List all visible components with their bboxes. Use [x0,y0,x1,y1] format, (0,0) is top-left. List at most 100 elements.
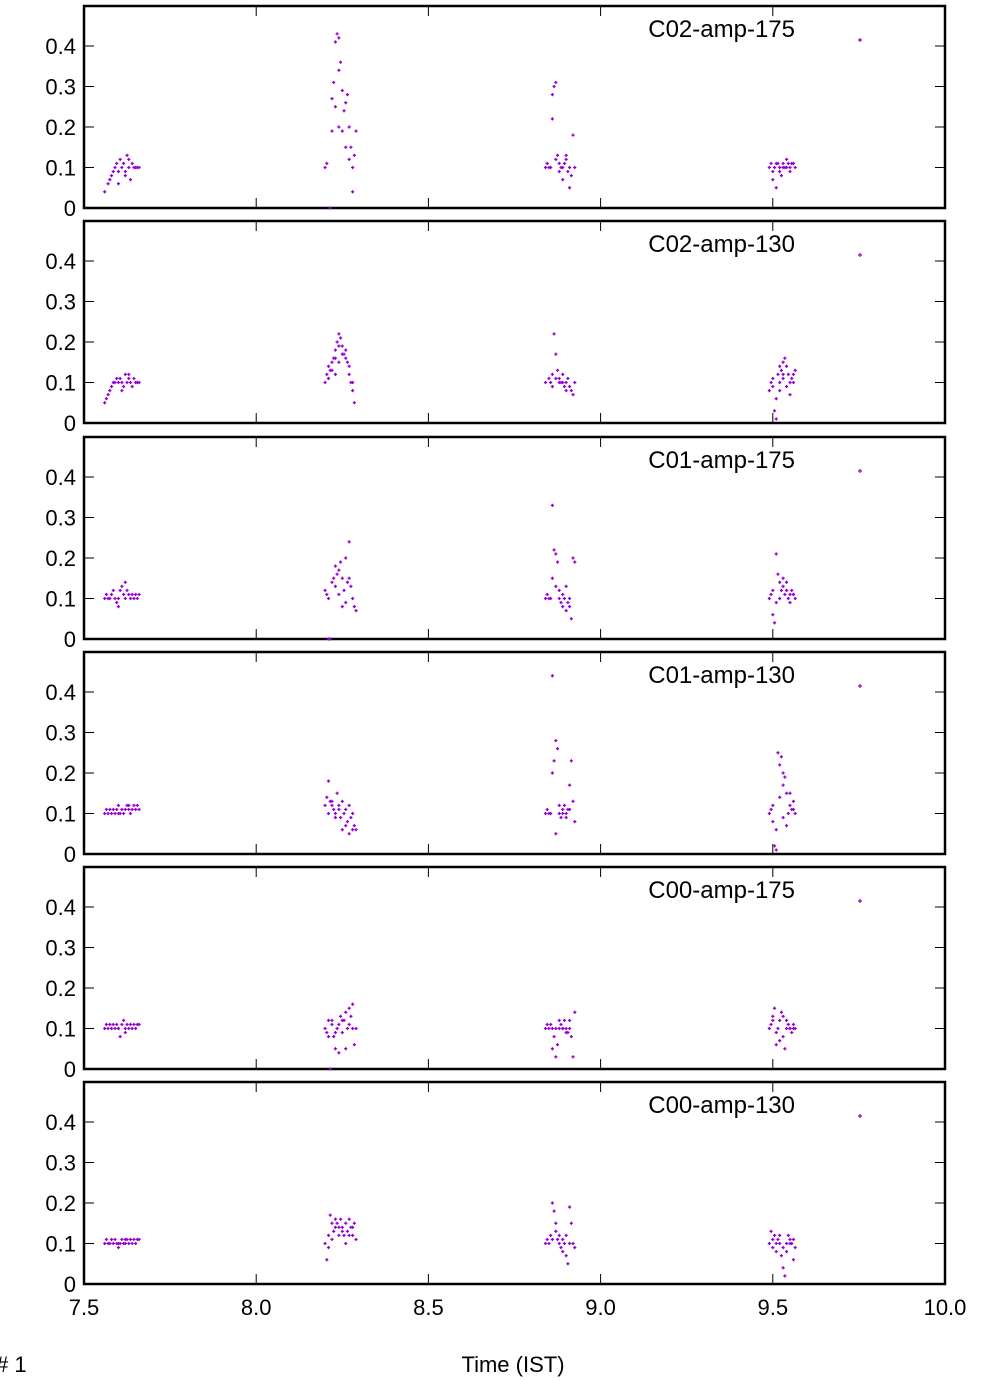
data-point [561,811,565,816]
data-point [137,592,141,597]
data-point [790,1030,794,1035]
data-point [108,596,112,601]
data-point [771,1245,775,1250]
data-point [337,1233,341,1237]
data-point [793,811,797,816]
data-point [347,125,351,129]
data-point [137,1022,141,1027]
data-point [345,1229,350,1233]
data-point [571,1055,575,1059]
data-point [771,588,775,592]
data-point [569,759,573,763]
data-point [116,605,121,609]
data-point [135,803,139,807]
data-point [103,190,107,194]
data-point [769,161,773,166]
data-point [566,376,570,381]
data-points [103,32,797,210]
data-point [549,380,553,385]
data-point [790,376,794,381]
data-point [561,178,565,182]
data-point [127,1026,131,1031]
data-point [549,1022,553,1027]
data-point [111,1022,115,1027]
legend-marker [858,253,862,257]
data-point [781,584,785,588]
data-point [550,117,554,121]
data-point [335,1221,339,1225]
data-point [127,165,131,170]
data-point [781,376,785,381]
data-point [783,1047,787,1051]
legend-label: C02-amp-175 [648,16,795,43]
data-point [562,596,567,601]
data-point [569,174,573,178]
panel-frame [82,435,947,641]
data-point [113,596,117,601]
data-point [547,1241,551,1246]
data-point [783,1274,787,1278]
data-point [791,1258,796,1262]
data-point [564,1026,568,1031]
data-point [557,169,561,174]
data-point [778,580,782,584]
data-point [791,1026,796,1031]
data-point [788,393,792,397]
data-point [550,503,554,507]
data-point [103,596,107,601]
data-point [108,1022,112,1027]
y-tick-label: 0.4 [45,895,76,920]
data-point [561,807,565,812]
data-point [328,637,332,641]
data-point [122,811,126,816]
data-point [347,364,351,368]
data-point [337,125,341,129]
data-point [779,368,784,372]
data-point [568,1018,572,1022]
data-point [573,1010,577,1014]
data-point [338,815,343,820]
data-point [125,1022,129,1027]
y-tick-label: 0.2 [45,976,76,1001]
data-point [347,540,351,544]
data-point [552,84,556,89]
data-point [772,844,777,848]
data-point [778,1241,782,1246]
data-point [774,186,778,190]
data-point [786,372,790,376]
panel-C00-amp-175: 0 0.1 0.2 0.3 0.4 C00-amp-175 [45,865,947,1082]
data-point [774,397,778,401]
data-point [778,380,782,385]
data-point [554,832,558,836]
data-point [130,592,134,597]
data-point [569,1221,573,1225]
y-tick-label: 0.1 [45,1017,76,1042]
data-point [784,824,789,828]
data-point [132,376,136,381]
data-point [564,1030,568,1035]
data-point [568,807,572,812]
data-point [781,165,785,170]
data-point [545,1022,549,1027]
data-point [767,165,771,170]
data-point [550,771,554,775]
data-point [323,1241,327,1246]
data-point [344,348,348,352]
data-point [552,759,556,763]
data-point [325,795,329,799]
data-point [568,186,572,190]
data-point [109,592,114,597]
data-point [335,340,339,344]
data-point [120,389,124,393]
data-point [554,1026,558,1031]
y-tick-label: 0 [64,842,76,867]
data-point [116,169,121,174]
data-point [134,592,138,597]
data-point [793,596,797,601]
data-point [344,1221,348,1225]
data-point [564,811,568,816]
data-point [120,807,124,812]
data-point [557,161,561,166]
data-point [106,182,110,186]
data-point [337,1051,341,1055]
